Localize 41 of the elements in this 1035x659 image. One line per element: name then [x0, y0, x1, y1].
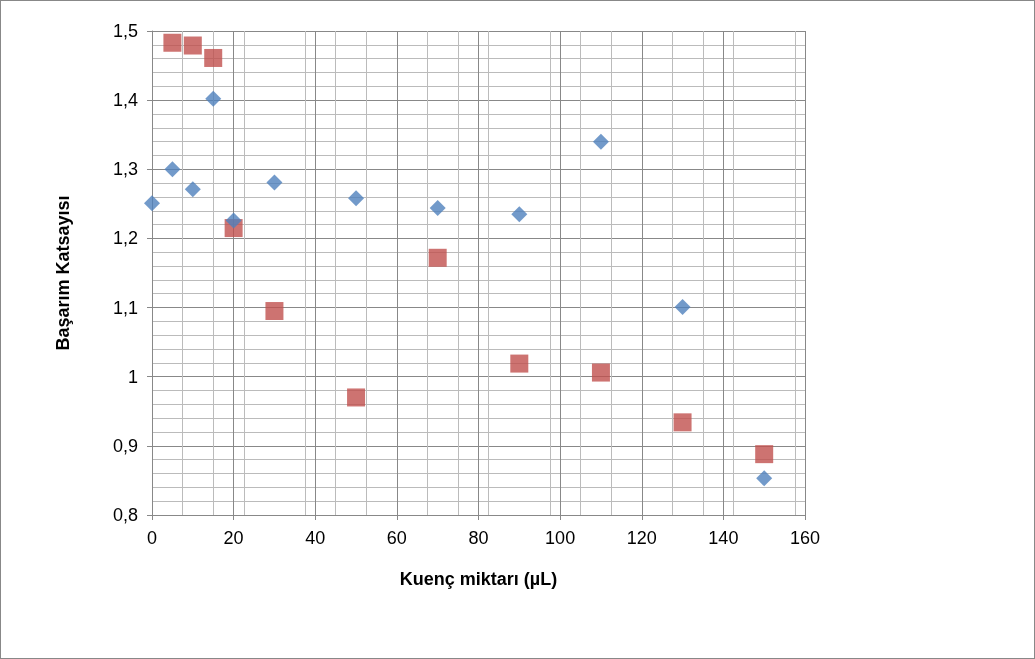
x-tick-label: 40 — [305, 528, 326, 548]
point — [592, 133, 609, 150]
point — [265, 302, 284, 321]
y-tick-label: 1 — [127, 366, 138, 387]
point — [673, 413, 692, 432]
point — [428, 248, 447, 267]
x-tick-label: 0 — [146, 528, 158, 548]
point — [144, 195, 160, 212]
y-tick-label: 1,4 — [112, 90, 138, 111]
y-tick-label: 1,1 — [112, 297, 138, 318]
point — [163, 33, 182, 52]
point — [183, 36, 202, 55]
x-tick-label: 60 — [386, 528, 407, 548]
y-tick-label: 0,9 — [112, 435, 138, 456]
y-tick-label: 1,3 — [112, 159, 138, 180]
x-tick-label: 140 — [708, 528, 739, 548]
point — [347, 388, 366, 407]
point — [755, 445, 774, 464]
point — [429, 200, 446, 217]
point — [591, 363, 610, 382]
point — [674, 298, 691, 315]
x-tick-label: 120 — [626, 528, 657, 548]
point — [510, 354, 529, 373]
point — [756, 470, 773, 487]
point — [204, 48, 223, 67]
x-tick-label: 100 — [545, 528, 576, 548]
point — [225, 212, 242, 229]
x-tick-label: 160 — [789, 528, 821, 548]
point — [266, 174, 283, 191]
point — [348, 190, 365, 207]
y-tick-label: 1,2 — [112, 228, 138, 249]
x-tick-label: 20 — [223, 528, 244, 548]
x-axis-title: Kuenç miktarı (µL) — [399, 569, 558, 589]
point — [164, 161, 181, 178]
y-axis-title: Başarım Katsayısı — [53, 195, 73, 351]
point — [205, 90, 222, 107]
point — [184, 181, 201, 198]
y-tick-label: 0,8 — [112, 505, 138, 525]
point — [511, 206, 528, 223]
y-tick-label: 1,5 — [112, 21, 138, 41]
x-tick-label: 80 — [468, 528, 489, 548]
